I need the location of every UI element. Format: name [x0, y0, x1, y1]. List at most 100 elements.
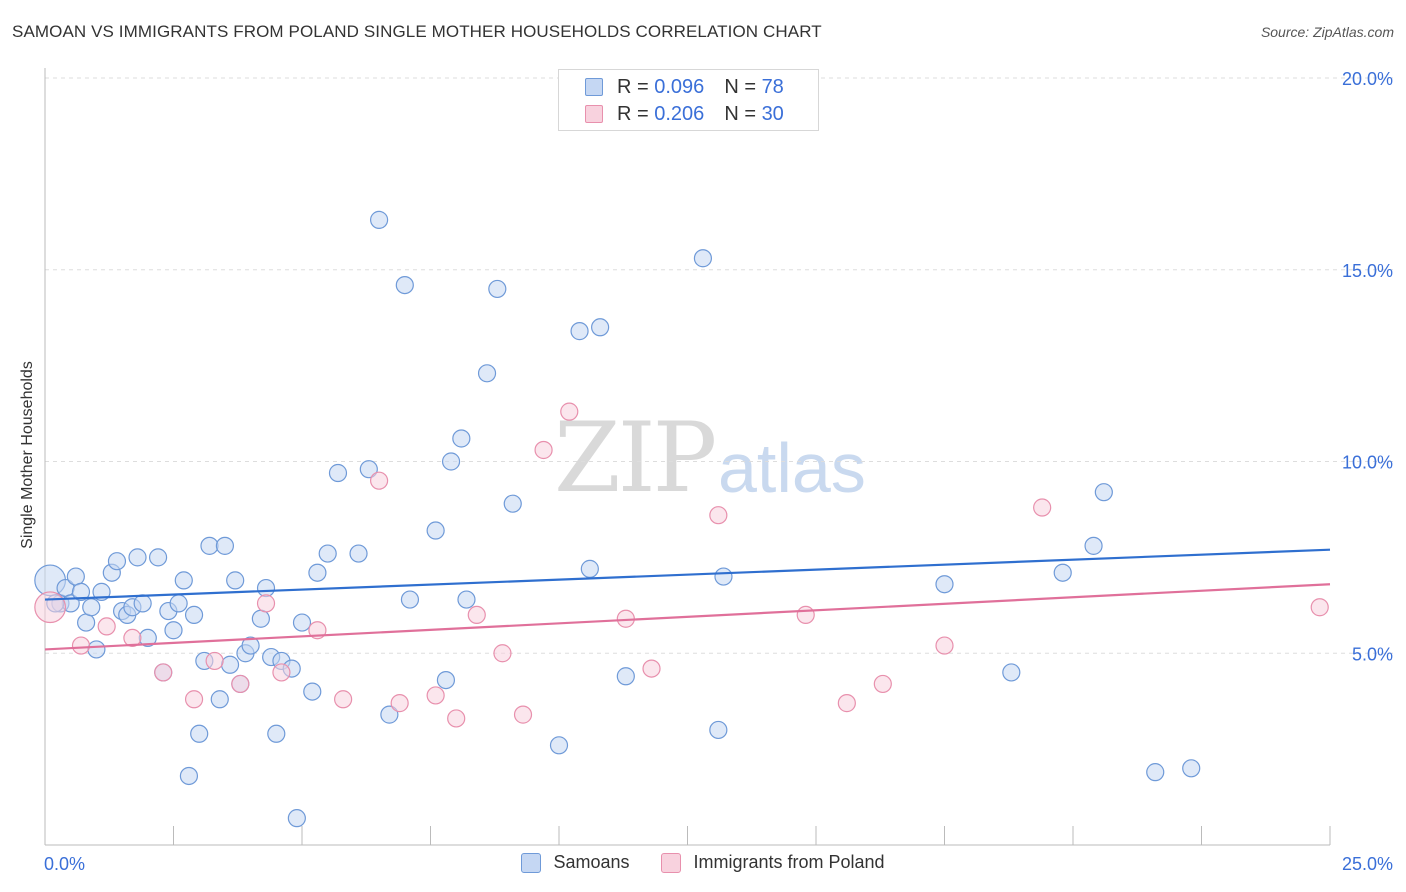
poland-swatch	[661, 852, 682, 873]
poland-point	[447, 709, 466, 728]
poland-point	[256, 594, 276, 613]
source-label: Source: ZipAtlas.com	[1260, 24, 1394, 40]
r-label: R =	[617, 75, 649, 98]
samoans-point	[226, 571, 245, 590]
samoans-point	[570, 322, 589, 341]
samoans-point	[66, 567, 85, 586]
n-label: N =	[724, 75, 756, 98]
samoans-swatch	[585, 78, 603, 96]
samoans-swatch	[521, 852, 542, 873]
samoans-point	[148, 548, 168, 567]
samoans-point	[452, 429, 471, 448]
poland-point	[1310, 598, 1329, 617]
samoans-point	[1182, 759, 1201, 778]
poland-point	[123, 628, 142, 648]
samoans-point	[1094, 483, 1113, 502]
samoans-point	[441, 452, 461, 471]
stats-row-samoans: R = 0.096 N = 78	[585, 75, 784, 99]
poland-point	[334, 690, 353, 709]
samoans-point	[1002, 663, 1021, 682]
poland-point	[534, 440, 553, 460]
samoans-point	[184, 605, 204, 625]
samoans-point	[935, 575, 954, 594]
samoans-point	[220, 655, 240, 674]
poland-point	[426, 686, 445, 705]
samoans-point	[87, 640, 106, 659]
samoans-point	[370, 210, 389, 229]
samoans-point	[436, 670, 456, 690]
poland-trend-line	[44, 583, 1331, 651]
samoans-trend-line	[44, 548, 1331, 601]
samoans-point	[174, 571, 193, 590]
samoans-point	[287, 809, 306, 828]
y-tick-label: 20.0%	[1342, 69, 1393, 89]
n-value: 78	[761, 75, 784, 98]
samoans-point	[190, 724, 209, 743]
samoans-point	[457, 590, 476, 609]
n-value: 30	[761, 102, 784, 125]
samoans-point	[400, 590, 420, 609]
poland-point	[493, 644, 512, 663]
y-tick-label: 15.0%	[1342, 261, 1393, 281]
poland-point	[513, 705, 533, 724]
samoans-point	[591, 318, 610, 337]
samoans-point	[477, 364, 497, 383]
samoans-point	[488, 279, 507, 299]
poland-point	[390, 694, 409, 713]
n-label: N =	[724, 102, 756, 125]
x-tick-label: 25.0%	[1342, 854, 1393, 874]
samoans-point	[1084, 536, 1103, 555]
samoans-point	[256, 578, 276, 598]
samoans-point	[1146, 763, 1165, 782]
legend-label-samoans: Samoans	[553, 852, 630, 872]
samoans-point	[1053, 563, 1072, 582]
poland-point	[272, 663, 291, 682]
samoans-point	[503, 494, 522, 513]
r-value: 0.096	[654, 75, 705, 98]
poland-point	[873, 674, 892, 694]
poland-point	[935, 636, 954, 655]
samoans-point	[308, 563, 327, 582]
samoans-point	[714, 567, 733, 586]
poland-point	[796, 605, 815, 625]
poland-point	[837, 694, 856, 713]
poland-point	[34, 591, 67, 624]
samoans-point	[107, 552, 127, 571]
samoans-point	[349, 544, 368, 563]
samoans-point	[241, 636, 260, 655]
samoans-point	[133, 594, 152, 613]
x-tick-label: 0.0%	[44, 854, 85, 874]
poland-point	[467, 605, 486, 625]
samoans-point	[179, 766, 199, 786]
samoans-point	[71, 582, 91, 601]
legend-item-poland: Immigrants from Poland	[661, 852, 885, 873]
watermark-atlas: atlas	[718, 429, 866, 507]
poland-point	[370, 471, 389, 490]
samoans-point	[251, 609, 270, 628]
samoans-point	[128, 548, 147, 567]
poland-point	[71, 636, 91, 655]
legend-item-samoans: Samoans	[521, 852, 629, 873]
poland-point	[709, 506, 728, 525]
poland-point	[560, 402, 579, 421]
samoans-point	[303, 682, 322, 701]
poland-point	[97, 617, 116, 636]
samoans-point	[318, 544, 337, 563]
poland-point	[205, 651, 224, 671]
samoans-point	[426, 521, 445, 540]
stats-row-poland: R = 0.206 N = 30	[585, 102, 784, 126]
chart-title: SAMOAN VS IMMIGRANTS FROM POLAND SINGLE …	[12, 22, 822, 41]
y-tick-label: 5.0%	[1352, 644, 1393, 664]
poland-point	[154, 663, 173, 682]
samoans-point	[549, 736, 569, 755]
samoans-point	[215, 536, 234, 555]
samoans-point	[328, 463, 348, 483]
samoans-point	[395, 275, 414, 295]
samoans-point	[580, 559, 599, 578]
poland-point	[1033, 498, 1052, 517]
legend-label-poland: Immigrants from Poland	[693, 852, 885, 872]
poland-point	[642, 659, 661, 678]
samoans-point	[77, 613, 96, 632]
stats-legend: R = 0.096 N = 78 R = 0.206 N = 30	[558, 69, 819, 131]
